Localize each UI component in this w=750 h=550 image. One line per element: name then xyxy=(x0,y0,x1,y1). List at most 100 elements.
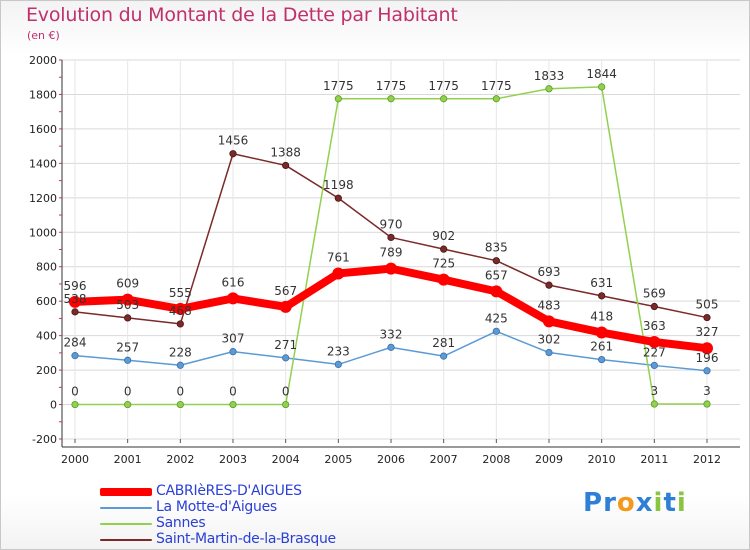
y-tick-label: 2000 xyxy=(29,54,57,67)
y-tick-label: 800 xyxy=(36,261,57,274)
data-point-3 xyxy=(440,245,448,253)
data-point-1 xyxy=(387,343,395,351)
data-label-0: 725 xyxy=(432,257,455,271)
data-label-2: 1775 xyxy=(376,79,407,93)
data-point-3 xyxy=(71,308,79,316)
data-point-3 xyxy=(229,150,237,158)
data-point-1 xyxy=(282,354,290,362)
data-label-2: 0 xyxy=(229,385,237,399)
data-label-2: 0 xyxy=(282,385,290,399)
x-tick-label: 2006 xyxy=(377,453,405,466)
y-tick-label: 1600 xyxy=(29,123,57,136)
data-label-0: 418 xyxy=(590,310,613,324)
data-label-0: 761 xyxy=(327,250,350,264)
data-point-0 xyxy=(543,315,555,328)
data-label-2: 3 xyxy=(703,384,711,398)
data-point-2 xyxy=(440,95,448,103)
data-point-1 xyxy=(334,360,342,369)
data-point-2 xyxy=(334,95,342,103)
data-point-0 xyxy=(595,326,608,339)
data-point-2 xyxy=(703,400,711,408)
legend-swatch-sannes xyxy=(100,523,152,525)
data-point-0 xyxy=(69,295,81,308)
data-point-3 xyxy=(598,292,606,300)
y-tick-label: 0 xyxy=(50,399,57,412)
data-point-2 xyxy=(71,400,79,409)
logo-letter: i xyxy=(653,488,664,518)
legend-swatch-la-motte xyxy=(100,507,152,509)
x-tick-label: 2004 xyxy=(272,453,300,466)
y-tick-label: 200 xyxy=(36,364,57,377)
data-point-2 xyxy=(229,400,237,409)
data-label-3: 468 xyxy=(169,304,192,318)
x-tick-label: 2008 xyxy=(482,453,510,466)
data-label-0: 567 xyxy=(274,284,297,298)
data-label-2: 1775 xyxy=(481,79,512,93)
data-label-3: 631 xyxy=(590,276,613,290)
legend-item-saint-martin: Saint-Martin-de-la-Brasque xyxy=(100,531,430,548)
data-point-2 xyxy=(124,400,132,409)
data-point-2 xyxy=(598,83,606,91)
y-tick-label: 1200 xyxy=(29,192,57,205)
data-point-2 xyxy=(387,95,395,103)
data-point-3 xyxy=(334,194,342,202)
legend-swatch-cabrieres xyxy=(100,488,152,496)
x-tick-label: 2001 xyxy=(114,453,142,466)
data-point-1 xyxy=(176,361,184,369)
data-point-3 xyxy=(650,302,658,311)
x-tick-label: 2007 xyxy=(430,453,458,466)
y-tick-label: 600 xyxy=(36,295,57,308)
data-label-3: 835 xyxy=(485,241,508,255)
data-point-1 xyxy=(229,348,237,356)
data-point-0 xyxy=(648,336,661,349)
data-label-1: 228 xyxy=(169,345,192,359)
legend-label-sannes: Sannes xyxy=(156,515,206,531)
x-tick-label: 2009 xyxy=(535,453,563,466)
data-point-3 xyxy=(492,257,500,265)
data-point-1 xyxy=(545,348,553,357)
data-label-0: 555 xyxy=(169,286,192,300)
data-label-3: 569 xyxy=(643,287,666,301)
x-tick-label: 2012 xyxy=(693,453,721,466)
data-label-1: 302 xyxy=(538,333,561,347)
data-point-3 xyxy=(703,313,711,322)
data-point-1 xyxy=(71,352,79,360)
data-label-1: 257 xyxy=(116,340,139,354)
data-point-2 xyxy=(650,400,658,408)
data-label-2: 0 xyxy=(71,385,79,399)
data-label-0: 616 xyxy=(222,275,245,289)
x-tick-label: 2011 xyxy=(640,453,668,466)
data-point-1 xyxy=(124,356,132,364)
data-label-1: 261 xyxy=(590,340,613,354)
data-label-2: 1775 xyxy=(323,79,354,93)
logo-letter: r xyxy=(603,488,617,518)
data-label-1: 284 xyxy=(64,336,87,350)
data-point-1 xyxy=(650,361,658,370)
y-tick-label: -200 xyxy=(32,433,57,446)
data-label-2: 1844 xyxy=(586,67,617,81)
data-point-0 xyxy=(701,342,713,355)
data-label-1: 271 xyxy=(274,338,297,352)
data-point-1 xyxy=(703,367,711,375)
data-point-0 xyxy=(227,292,239,305)
data-label-3: 693 xyxy=(538,265,561,279)
data-label-0: 609 xyxy=(116,277,139,291)
x-tick-label: 2005 xyxy=(324,453,352,466)
data-label-1: 307 xyxy=(222,332,245,346)
legend-label-la-motte: La Motte-d'Aigues xyxy=(156,499,277,515)
data-label-1: 233 xyxy=(327,344,350,358)
data-point-3 xyxy=(545,281,553,289)
logo-letter: P xyxy=(583,488,604,518)
data-point-0 xyxy=(437,273,450,286)
data-point-3 xyxy=(387,233,395,242)
data-point-3 xyxy=(282,161,290,170)
data-label-2: 0 xyxy=(177,385,185,399)
y-tick-label: 1400 xyxy=(29,157,57,170)
data-label-0: 596 xyxy=(64,279,87,293)
data-label-3: 1388 xyxy=(270,145,301,159)
logo-letter: i xyxy=(676,488,687,518)
chart-subtitle: (en €) xyxy=(27,29,60,42)
data-point-0 xyxy=(332,267,345,280)
x-tick-label: 2010 xyxy=(588,453,616,466)
data-point-1 xyxy=(598,355,606,364)
